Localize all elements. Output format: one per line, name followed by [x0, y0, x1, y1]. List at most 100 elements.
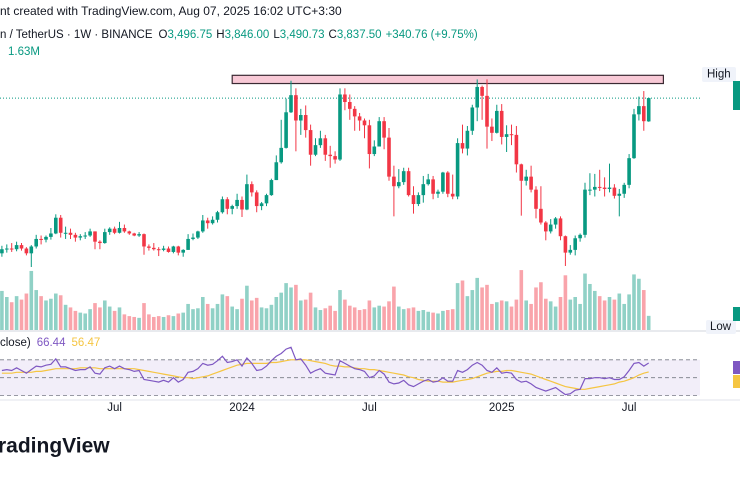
volume-bar — [563, 275, 568, 330]
ohlc-value: 3,846.00 — [225, 29, 270, 41]
candle-body — [78, 236, 83, 238]
volume-bar — [44, 300, 48, 330]
volume-bar — [583, 273, 587, 330]
volume-bar — [19, 299, 24, 330]
ohlc-value: 3,837.50 — [337, 29, 382, 41]
volume-bar — [343, 299, 347, 330]
candle-body — [54, 217, 58, 234]
rsi-legend: close) 66.44 56.47 — [0, 337, 100, 349]
volume-bar — [24, 293, 29, 330]
candle-body — [475, 86, 479, 108]
candle-body — [5, 248, 9, 250]
volume-bar — [279, 292, 283, 330]
volume-tag — [733, 307, 740, 321]
candle-body — [201, 220, 205, 232]
chart-title: nt created with TradingView.com, Aug 07,… — [0, 4, 342, 18]
candle-body — [14, 245, 19, 250]
candle-body — [568, 249, 573, 253]
volume-bar — [245, 285, 249, 330]
candle-body — [63, 232, 68, 234]
candle-body — [642, 106, 646, 122]
ohlc-key: O — [159, 29, 168, 41]
x-tick-label: Jul — [362, 402, 377, 414]
candle-body — [259, 203, 264, 207]
volume-bar — [269, 304, 274, 330]
candle-body — [318, 138, 323, 146]
volume-bar — [499, 300, 504, 330]
volume-bar — [406, 308, 411, 330]
ohlc-key: L — [273, 29, 280, 41]
x-tick-label: Jul — [622, 402, 637, 414]
candle-body — [426, 179, 430, 185]
volume-bar — [122, 314, 127, 330]
candle-body — [607, 187, 612, 189]
candle-body — [646, 98, 651, 122]
volume-bar — [441, 310, 445, 330]
volume-bar — [98, 307, 102, 330]
volume-bar — [303, 299, 308, 330]
volume-bar — [514, 299, 519, 330]
volume-bar — [539, 282, 543, 330]
candle-body — [250, 184, 254, 193]
volume-bar — [191, 309, 195, 330]
candle-body — [73, 234, 78, 238]
candle-body — [470, 107, 475, 131]
volume-bar — [284, 283, 288, 330]
candle-body — [612, 187, 617, 196]
volume-bar — [93, 303, 97, 330]
volume-bar — [54, 293, 58, 330]
volume-bar — [78, 312, 83, 330]
volume-bar — [465, 296, 470, 330]
volume-bar — [34, 290, 38, 330]
volume-bar — [382, 306, 386, 330]
candle-body — [362, 120, 367, 126]
candle-body — [338, 94, 342, 160]
candle-body — [602, 187, 607, 189]
candle-body — [152, 247, 156, 250]
volume-bar — [299, 300, 303, 330]
candle-body — [632, 114, 636, 159]
volume-bar — [519, 270, 524, 330]
volume-bar — [509, 306, 514, 330]
volume-bar — [201, 297, 205, 330]
volume-bar — [142, 303, 146, 330]
candle-body — [34, 238, 38, 247]
candle-body — [44, 236, 48, 240]
candle-body — [509, 134, 514, 136]
volume-bar — [240, 298, 244, 330]
volume-bar — [495, 302, 499, 330]
candle-body — [411, 195, 416, 205]
candle-body — [147, 246, 151, 248]
candle-body — [446, 172, 450, 194]
candle-body — [196, 231, 200, 238]
volume-bar — [152, 316, 156, 330]
x-tick-label: Jul — [107, 402, 122, 414]
volume-bar — [83, 313, 87, 330]
volume-bar — [117, 307, 122, 330]
volume-bar — [137, 317, 141, 330]
candle-body — [220, 199, 225, 213]
plot-area — [0, 74, 700, 396]
candle-body — [558, 218, 563, 237]
low-label-bg — [706, 320, 736, 334]
candle-body — [289, 95, 293, 113]
volume-bar — [313, 307, 318, 330]
candle-body — [377, 121, 381, 147]
volume-bar — [9, 302, 14, 330]
candle-body — [264, 195, 269, 204]
candle-body — [333, 156, 337, 160]
price-tag — [733, 81, 740, 110]
volume-bar — [504, 301, 509, 330]
volume-bar — [68, 307, 73, 330]
volume-bar — [259, 307, 264, 330]
volume-bar — [401, 309, 406, 330]
candle-body — [127, 231, 132, 234]
x-tick-label: 2024 — [229, 402, 255, 414]
ohlc-value: 3,490.73 — [280, 29, 325, 41]
candle-body — [514, 134, 519, 165]
volume-bar — [475, 277, 479, 330]
candle-body — [205, 220, 210, 224]
rsi-line — [1, 346, 650, 396]
volume-bar — [642, 290, 646, 330]
candle-body — [132, 233, 136, 236]
